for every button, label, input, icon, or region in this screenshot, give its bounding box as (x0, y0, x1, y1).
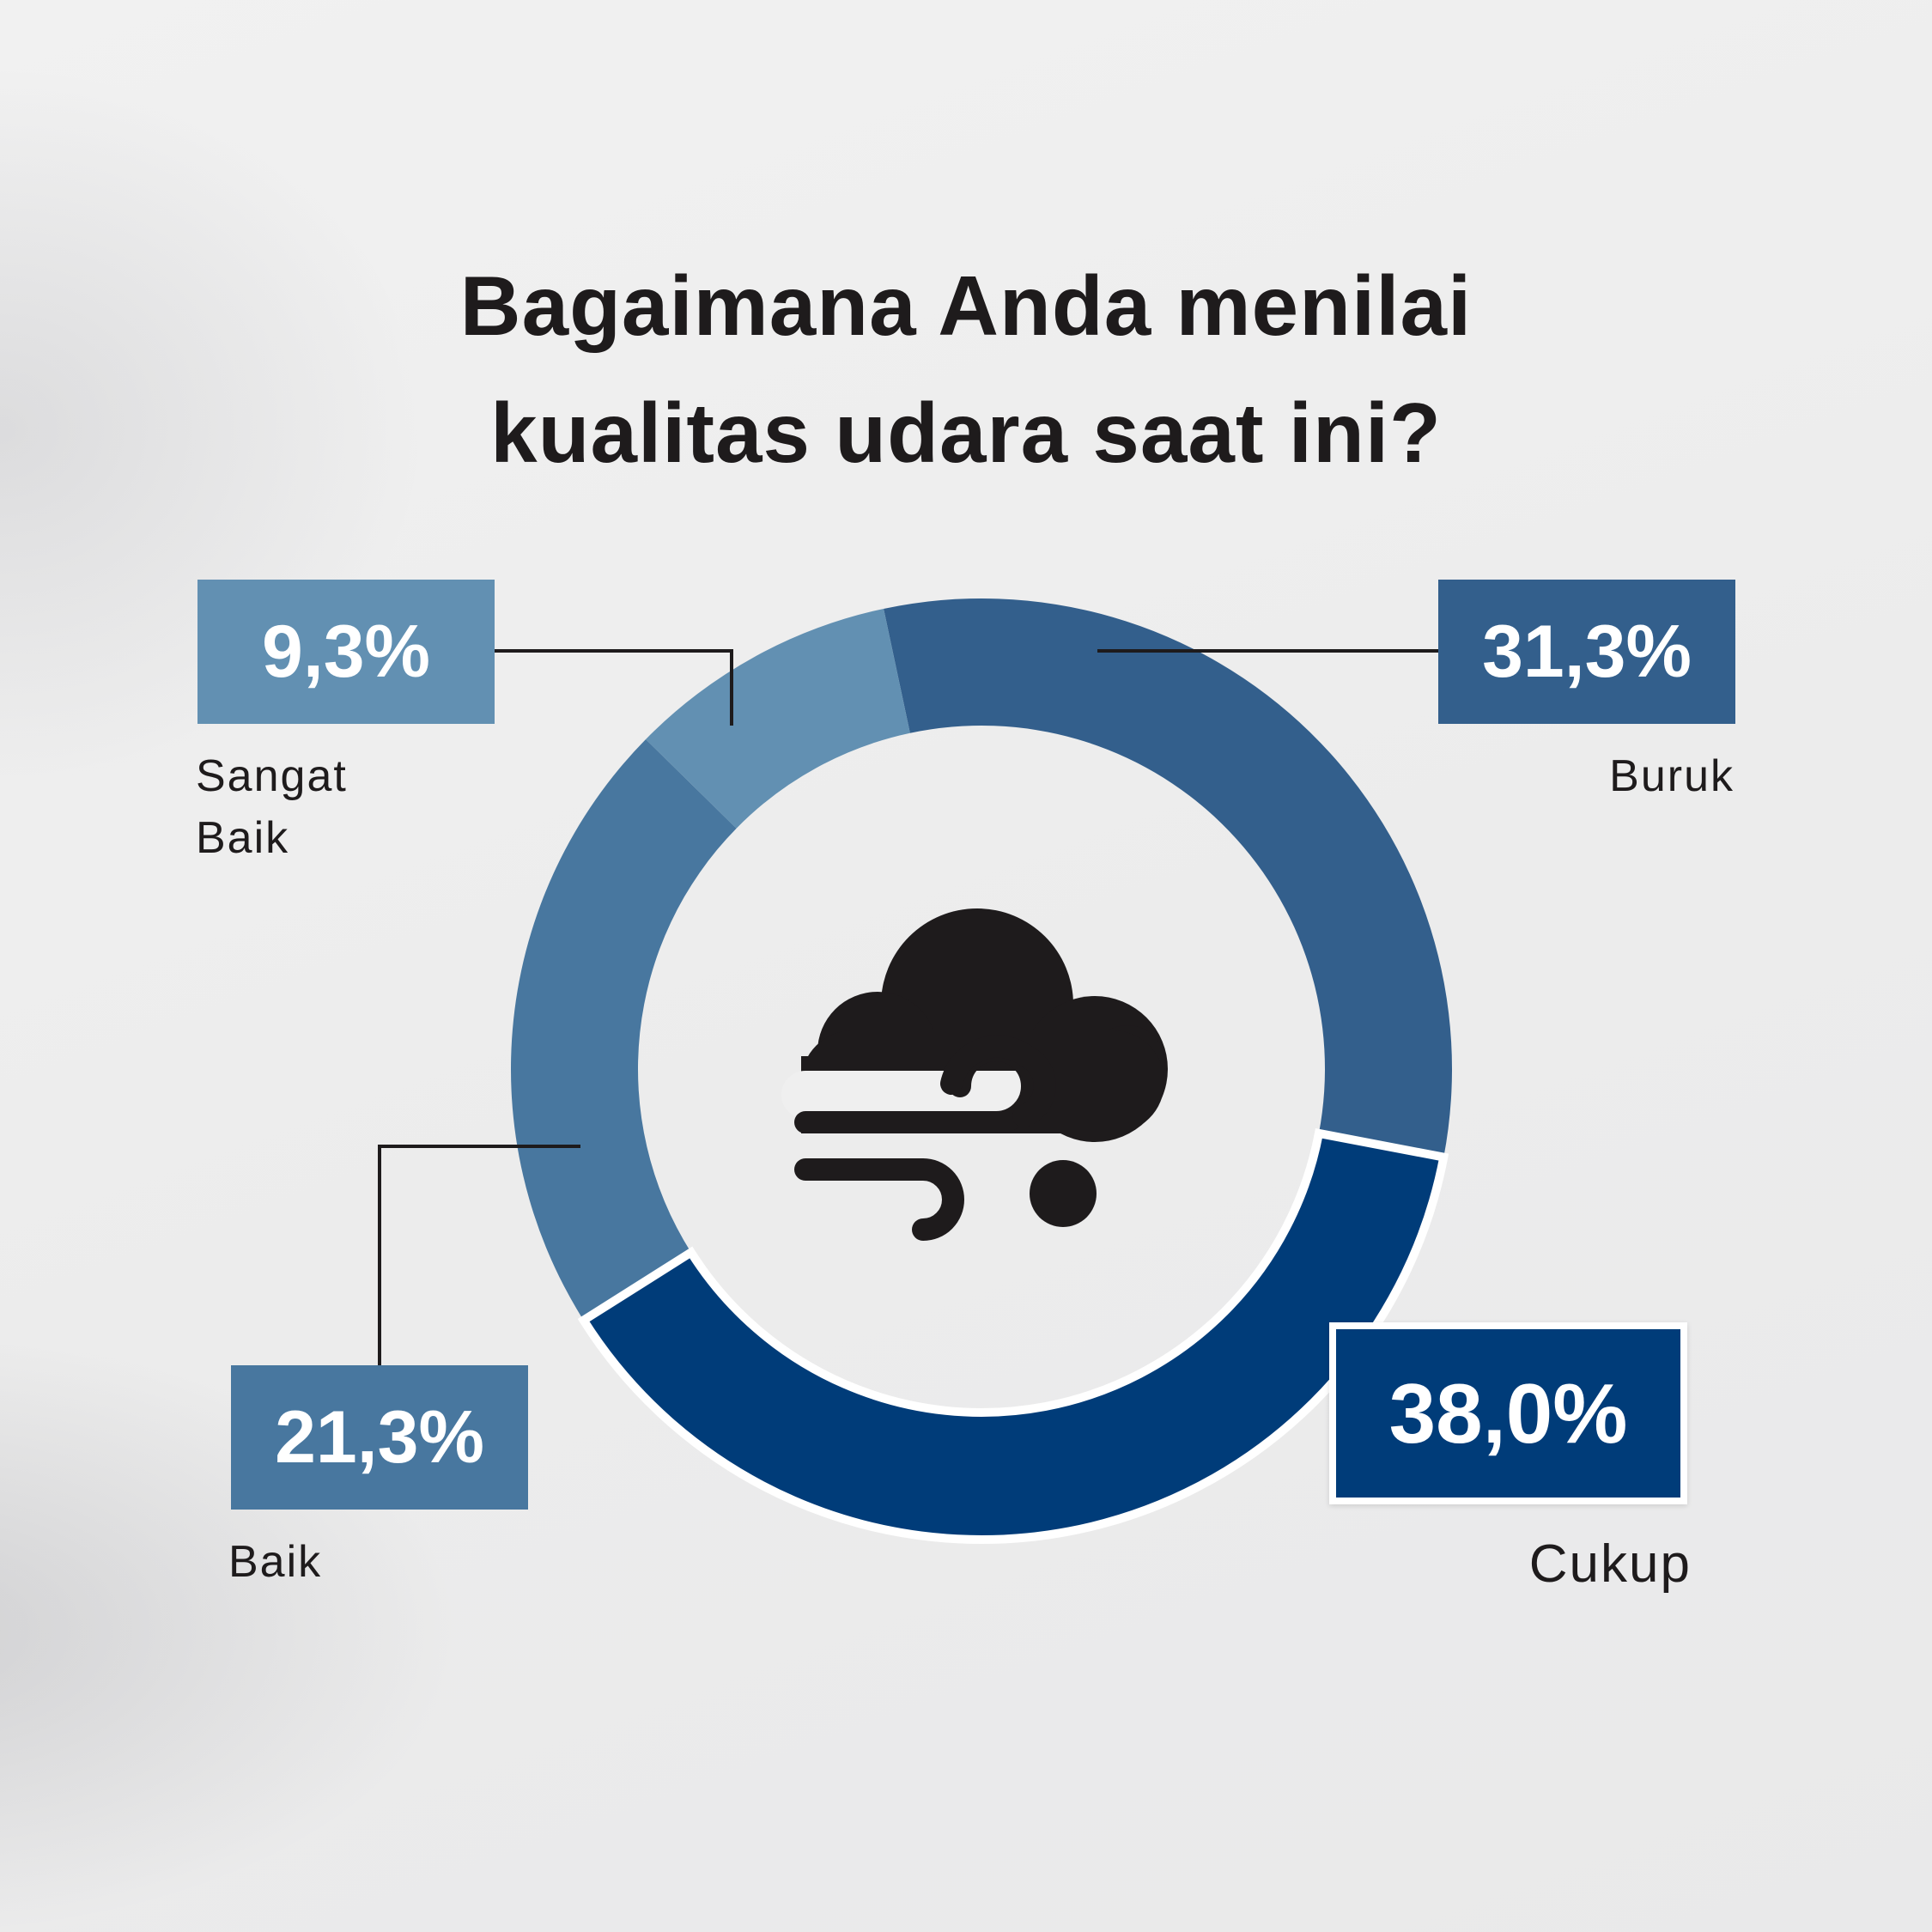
value-box-sangat-baik: 9,3% (197, 580, 495, 724)
wind-lines (781, 1035, 1056, 1241)
value-box-baik: 21,3% (231, 1365, 528, 1510)
callout-leader-lines (378, 649, 1438, 1365)
slice-buruk (884, 598, 1452, 1157)
category-label-sangat-baik: Sangat Baik (196, 751, 348, 863)
slice-cukup (577, 1128, 1449, 1544)
value-label-sangat-baik: 9,3% (261, 610, 431, 693)
title-line-1: Bagaimana Anda menilai (459, 258, 1473, 353)
value-label-baik: 21,3% (275, 1395, 484, 1479)
category-label-baik: Baik (228, 1537, 323, 1587)
value-label-cukup: 38,0% (1388, 1365, 1628, 1461)
chart-title: Bagaimana Anda menilai kualitas udara sa… (0, 242, 1932, 496)
category-label-buruk: Buruk (1609, 751, 1735, 801)
leader-line-baik (378, 1145, 580, 1365)
title-line-2: kualitas udara saat ini? (490, 386, 1442, 480)
slice-sangat-baik (646, 608, 910, 829)
donut-slices (511, 598, 1452, 1544)
category-label-cukup: Cukup (1528, 1534, 1692, 1594)
value-box-cukup: 38,0% (1329, 1322, 1687, 1504)
value-label-buruk: 31,3% (1482, 610, 1692, 693)
leader-line-sangat-baik (495, 649, 733, 726)
value-box-buruk: 31,3% (1438, 580, 1735, 724)
slice-baik (511, 738, 737, 1321)
